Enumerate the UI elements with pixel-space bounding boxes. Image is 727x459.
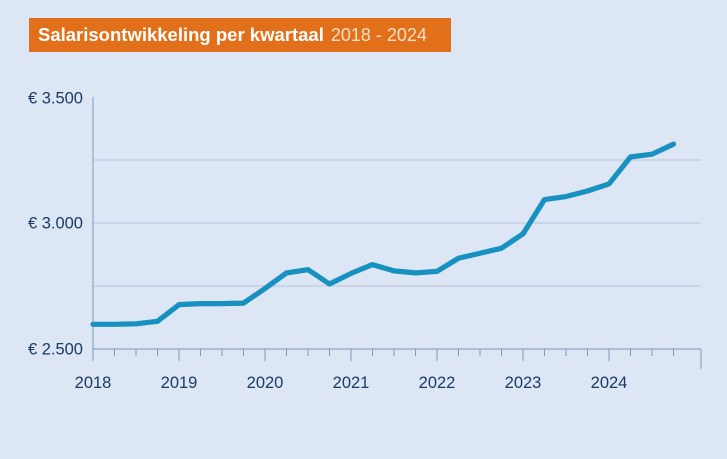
svg-text:2024: 2024 <box>591 374 628 392</box>
svg-text:2022: 2022 <box>419 374 456 392</box>
svg-text:2023: 2023 <box>505 374 542 392</box>
svg-text:€ 3.500: € 3.500 <box>28 90 83 108</box>
svg-text:2020: 2020 <box>247 374 284 392</box>
svg-text:€ 3.000: € 3.000 <box>28 215 83 233</box>
svg-text:2021: 2021 <box>333 374 370 392</box>
svg-text:2018: 2018 <box>75 374 112 392</box>
svg-text:2019: 2019 <box>161 374 198 392</box>
svg-text:€ 2.500: € 2.500 <box>28 341 83 359</box>
